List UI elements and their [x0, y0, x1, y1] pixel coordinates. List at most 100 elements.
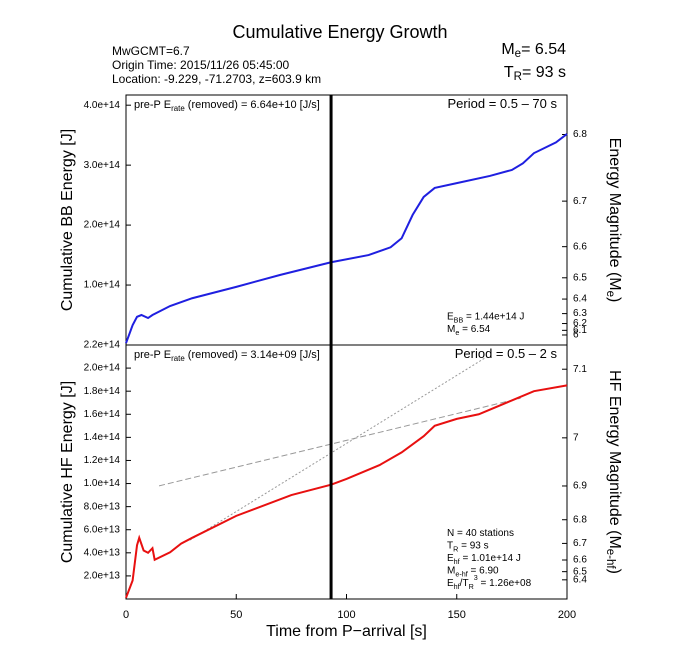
summary-line: Me= 6.54	[501, 41, 566, 60]
text-part: pre-P E	[134, 349, 171, 361]
text-part: R	[453, 544, 458, 553]
text-part: Period = 0.5 – 2 s	[455, 346, 558, 361]
chart-title: Cumulative Energy Growth	[232, 22, 447, 42]
text-part: Period = 0.5 – 70 s	[448, 96, 558, 111]
x-tick-label: 100	[337, 609, 355, 621]
y-tick-label: 1.0e+14	[84, 478, 121, 489]
text-part: M	[447, 324, 455, 335]
text-part: e	[455, 328, 459, 337]
text-part: E	[447, 311, 454, 322]
data-line	[125, 384, 568, 599]
y2-tick-label: 6.4	[573, 294, 587, 305]
rate-note: pre-P Erate (removed) = 6.64e+10 [J/s]	[134, 99, 320, 113]
text-part: R	[514, 71, 522, 83]
y-tick-label: 2.0e+13	[84, 571, 121, 582]
text-part: )	[606, 569, 623, 574]
reference-line	[158, 397, 521, 487]
text-part: = 1.44e+14 J	[463, 311, 524, 322]
stat-line: Ehf/TR3 = 1.26e+08	[447, 573, 532, 591]
x-axis-title: Time from P−arrival [s]	[266, 623, 427, 640]
y-tick-label: 8.0e+13	[84, 501, 121, 512]
y-tick-label: 2.2e+14	[84, 340, 121, 351]
text-part: Cumulative BB Energy [J]	[59, 129, 76, 311]
summary-line: TR= 93 s	[504, 64, 566, 83]
y2-tick-label: 7.1	[573, 364, 587, 375]
text-part: E	[447, 578, 454, 589]
stat-line: Ehf = 1.01e+14 J	[447, 553, 521, 566]
text-part: hf	[454, 582, 460, 591]
text-part: (removed) = 6.64e+10 [J/s]	[185, 99, 320, 111]
y2-axis-title: HF Energy Magnitude (Me-hf)	[604, 370, 623, 574]
y-tick-label: 1.6e+14	[84, 409, 121, 420]
text-part: pre-P E	[134, 99, 171, 111]
text-part: )	[606, 297, 623, 302]
y2-tick-label: 6.5	[573, 272, 587, 283]
y-tick-label: 1.2e+14	[84, 455, 121, 466]
text-part: T	[447, 540, 453, 551]
stat-line: Me = 6.54	[447, 324, 491, 337]
y-tick-label: 1.4e+14	[84, 432, 121, 443]
stat-line: N = 40 stations	[447, 528, 514, 539]
y2-tick-label: 6.7	[573, 538, 587, 549]
y2-tick-label: 6.7	[573, 196, 587, 207]
x-tick-label: 200	[558, 609, 576, 621]
reference-line	[189, 357, 486, 541]
info-line: MwGCMT=6.7	[112, 44, 190, 58]
text-part: e-hf	[455, 569, 467, 578]
y-tick-label: 1.8e+14	[84, 386, 121, 397]
stat-line: Me-hf = 6.90	[447, 565, 499, 578]
text-part: R	[469, 582, 474, 591]
x-tick-label: 50	[230, 609, 242, 621]
text-part: E	[447, 553, 454, 564]
text-part: rate	[171, 354, 185, 363]
y2-tick-label: 6.8	[573, 514, 587, 525]
text-part: e	[515, 48, 521, 60]
period-note: Period = 0.5 – 70 s	[448, 96, 558, 111]
stat-line: TR = 93 s	[447, 540, 489, 553]
y-tick-label: 3.0e+14	[84, 160, 121, 171]
text-part: Energy Magnitude (M	[606, 138, 623, 291]
y2-axis-title: Energy Magnitude (Me)	[604, 138, 623, 303]
text-part: Cumulative HF Energy [J]	[59, 381, 76, 563]
text-part: = 1.01e+14 J	[460, 553, 521, 564]
y-axis-title: Cumulative BB Energy [J]	[59, 129, 76, 311]
y2-tick-label: 6.6	[573, 241, 587, 252]
y-tick-label: 4.0e+13	[84, 547, 121, 558]
y2-tick-label: 6.3	[573, 308, 587, 319]
text-part: (removed) = 3.14e+09 [J/s]	[185, 349, 320, 361]
data-line	[125, 133, 568, 344]
text-part: e-hf	[604, 549, 616, 570]
y-tick-label: 2.0e+14	[84, 220, 121, 231]
text-part: BB	[454, 315, 464, 324]
text-part: T	[504, 64, 514, 81]
rate-note: pre-P Erate (removed) = 3.14e+09 [J/s]	[134, 349, 320, 363]
x-tick-label: 0	[123, 609, 129, 621]
text-part: e	[604, 291, 616, 297]
y2-tick-label: 6.2	[573, 318, 587, 329]
text-part: = 6.90	[468, 565, 499, 576]
text-part: = 1.26e+08	[478, 578, 532, 589]
y2-tick-label: 6.8	[573, 129, 587, 140]
y2-tick-label: 6.9	[573, 481, 587, 492]
text-part: = 6.54	[459, 324, 490, 335]
y-tick-label: 4.0e+14	[84, 100, 121, 111]
text-part: hf	[454, 557, 460, 566]
text-part: = 93 s	[522, 64, 566, 81]
text-part: 3	[474, 573, 478, 582]
y-axis-title: Cumulative HF Energy [J]	[59, 381, 76, 563]
text-part: M	[501, 41, 514, 58]
panel-frame	[125, 94, 568, 346]
y-tick-label: 6.0e+13	[84, 524, 121, 535]
y2-tick-label: 6.1	[573, 325, 587, 336]
y2-tick-label: 6.6	[573, 555, 587, 566]
text-part: rate	[171, 104, 185, 113]
text-part: /T	[460, 578, 469, 589]
y2-tick-label: 6.5	[573, 566, 587, 577]
info-line: Location: -9.229, -71.2703, z=603.9 km	[112, 72, 321, 86]
y-tick-label: 2.0e+14	[84, 363, 121, 374]
text-part: = 6.54	[521, 41, 566, 58]
x-tick-label: 150	[448, 609, 466, 621]
y2-tick-label: 6	[573, 330, 579, 341]
